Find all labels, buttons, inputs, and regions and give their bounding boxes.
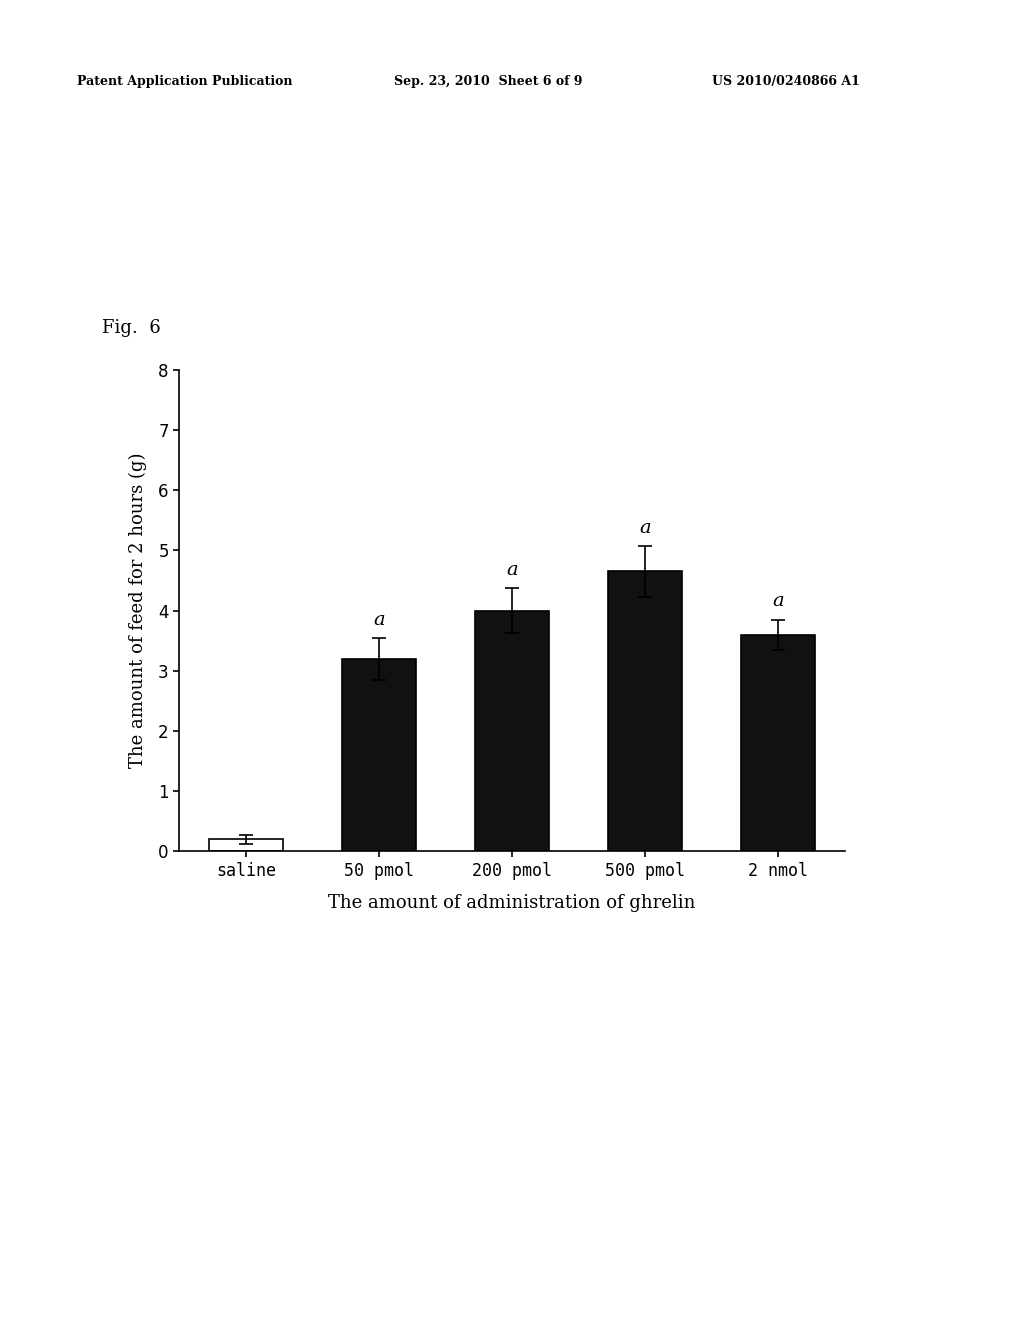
- Text: a: a: [772, 593, 783, 610]
- Text: a: a: [373, 611, 385, 628]
- Text: Fig.  6: Fig. 6: [102, 318, 161, 337]
- Bar: [608, 572, 682, 851]
- Bar: [210, 840, 283, 851]
- Y-axis label: The amount of feed for 2 hours (g): The amount of feed for 2 hours (g): [129, 453, 147, 768]
- Text: a: a: [639, 519, 651, 537]
- Bar: [475, 610, 549, 851]
- Text: a: a: [506, 561, 518, 578]
- X-axis label: The amount of administration of ghrelin: The amount of administration of ghrelin: [329, 894, 695, 912]
- Text: US 2010/0240866 A1: US 2010/0240866 A1: [712, 75, 859, 88]
- Text: Patent Application Publication: Patent Application Publication: [77, 75, 292, 88]
- Bar: [342, 659, 416, 851]
- Bar: [741, 635, 814, 851]
- Text: Sep. 23, 2010  Sheet 6 of 9: Sep. 23, 2010 Sheet 6 of 9: [394, 75, 583, 88]
